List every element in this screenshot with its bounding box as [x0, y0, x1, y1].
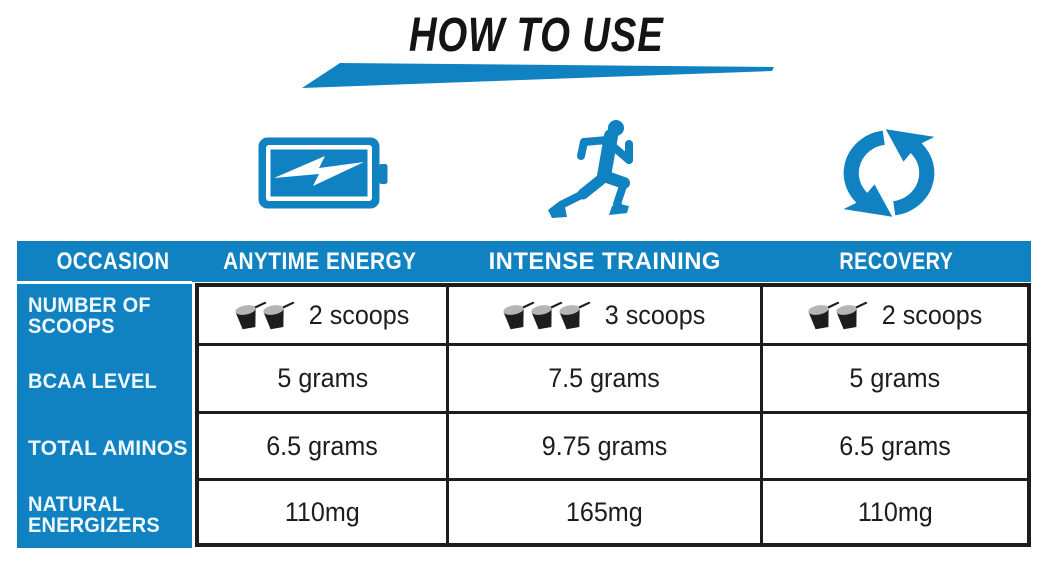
cell-value: 6.5 grams [266, 430, 379, 461]
runner-icon [548, 120, 633, 218]
scoop-cup-icon [263, 301, 295, 329]
scoop-cup-icon [836, 301, 868, 329]
cell-value: 2 scoops [309, 299, 410, 330]
row-label-bcaa-level: BCAA LEVEL [17, 347, 192, 415]
cell-scoops-intense: 3 scoops [449, 287, 763, 346]
header-cell-label: ANYTIME ENERGY [223, 247, 417, 275]
row-label-line: NATURAL [28, 492, 125, 516]
header-cell-label: RECOVERY [839, 247, 954, 275]
cell-energizers-intense: 165mg [449, 481, 763, 543]
circular-arrows-icon [843, 129, 935, 217]
cell-value: 110mg [285, 496, 360, 527]
row-label-line: SCOOPS [28, 313, 115, 338]
battery-charging-icon [258, 137, 388, 209]
row-label-line: BCAA LEVEL [28, 368, 157, 393]
cell-bcaa-intense: 7.5 grams [449, 346, 763, 414]
cell-value: 9.75 grams [541, 430, 668, 461]
page-title: HOW TO USE [408, 9, 664, 62]
header-recovery: RECOVERY [762, 241, 1031, 282]
cell-value: 165mg [566, 496, 643, 527]
scoop-icons [231, 300, 296, 331]
scoop-icons [499, 300, 592, 331]
cell-value: 6.5 grams [839, 430, 951, 461]
data-grid: 2 scoops 3 scoops [195, 283, 1031, 547]
cell-value: 2 scoops [881, 299, 983, 330]
scoop-cup-icon [531, 301, 563, 329]
title-wrap: HOW TO USE [10, 8, 1052, 63]
header-occasion: OCCASION [17, 241, 192, 282]
header-anytime-energy: ANYTIME ENERGY [192, 241, 448, 282]
scoop-cup-icon [559, 301, 591, 329]
scoop-cup-icon [503, 301, 535, 329]
cell-aminos-intense: 9.75 grams [449, 414, 763, 481]
row-label-number-of-scoops: NUMBER OF SCOOPS [17, 284, 192, 347]
cell-value: 5 grams [277, 363, 368, 393]
cell-bcaa-anytime: 5 grams [199, 346, 449, 414]
scoop-cup-icon [808, 301, 840, 329]
row-label-column: NUMBER OF SCOOPS BCAA LEVEL TOTAL AMINOS… [17, 281, 192, 548]
row-label-line: NUMBER OF [28, 292, 151, 317]
cell-scoops-recovery: 2 scoops [763, 287, 1027, 346]
header-cell-label: INTENSE TRAINING [488, 247, 722, 275]
scoop-cup-icon [235, 301, 267, 329]
row-label-natural-energizers: NATURAL ENERGIZERS [17, 482, 192, 548]
row-label-total-aminos: TOTAL AMINOS [17, 415, 192, 482]
row-label-line: ENERGIZERS [28, 513, 160, 537]
cell-scoops-anytime: 2 scoops [199, 287, 449, 346]
header-cell-label: OCCASION [56, 247, 170, 275]
table-header-row: OCCASION ANYTIME ENERGY INTENSE TRAINING… [17, 241, 1031, 282]
header-intense-training: INTENSE TRAINING [448, 241, 762, 282]
cell-energizers-recovery: 110mg [763, 481, 1027, 543]
swoosh-underline [302, 63, 774, 88]
cell-value: 3 scoops [605, 299, 706, 330]
scoop-icons [804, 300, 869, 331]
cell-value: 7.5 grams [548, 363, 661, 393]
cell-value: 110mg [857, 496, 933, 527]
cell-energizers-anytime: 110mg [199, 481, 449, 543]
cell-aminos-recovery: 6.5 grams [763, 414, 1027, 481]
cell-value: 5 grams [849, 363, 941, 393]
row-label-line: TOTAL AMINOS [28, 436, 188, 460]
cell-aminos-anytime: 6.5 grams [199, 414, 449, 481]
cell-bcaa-recovery: 5 grams [763, 346, 1027, 414]
